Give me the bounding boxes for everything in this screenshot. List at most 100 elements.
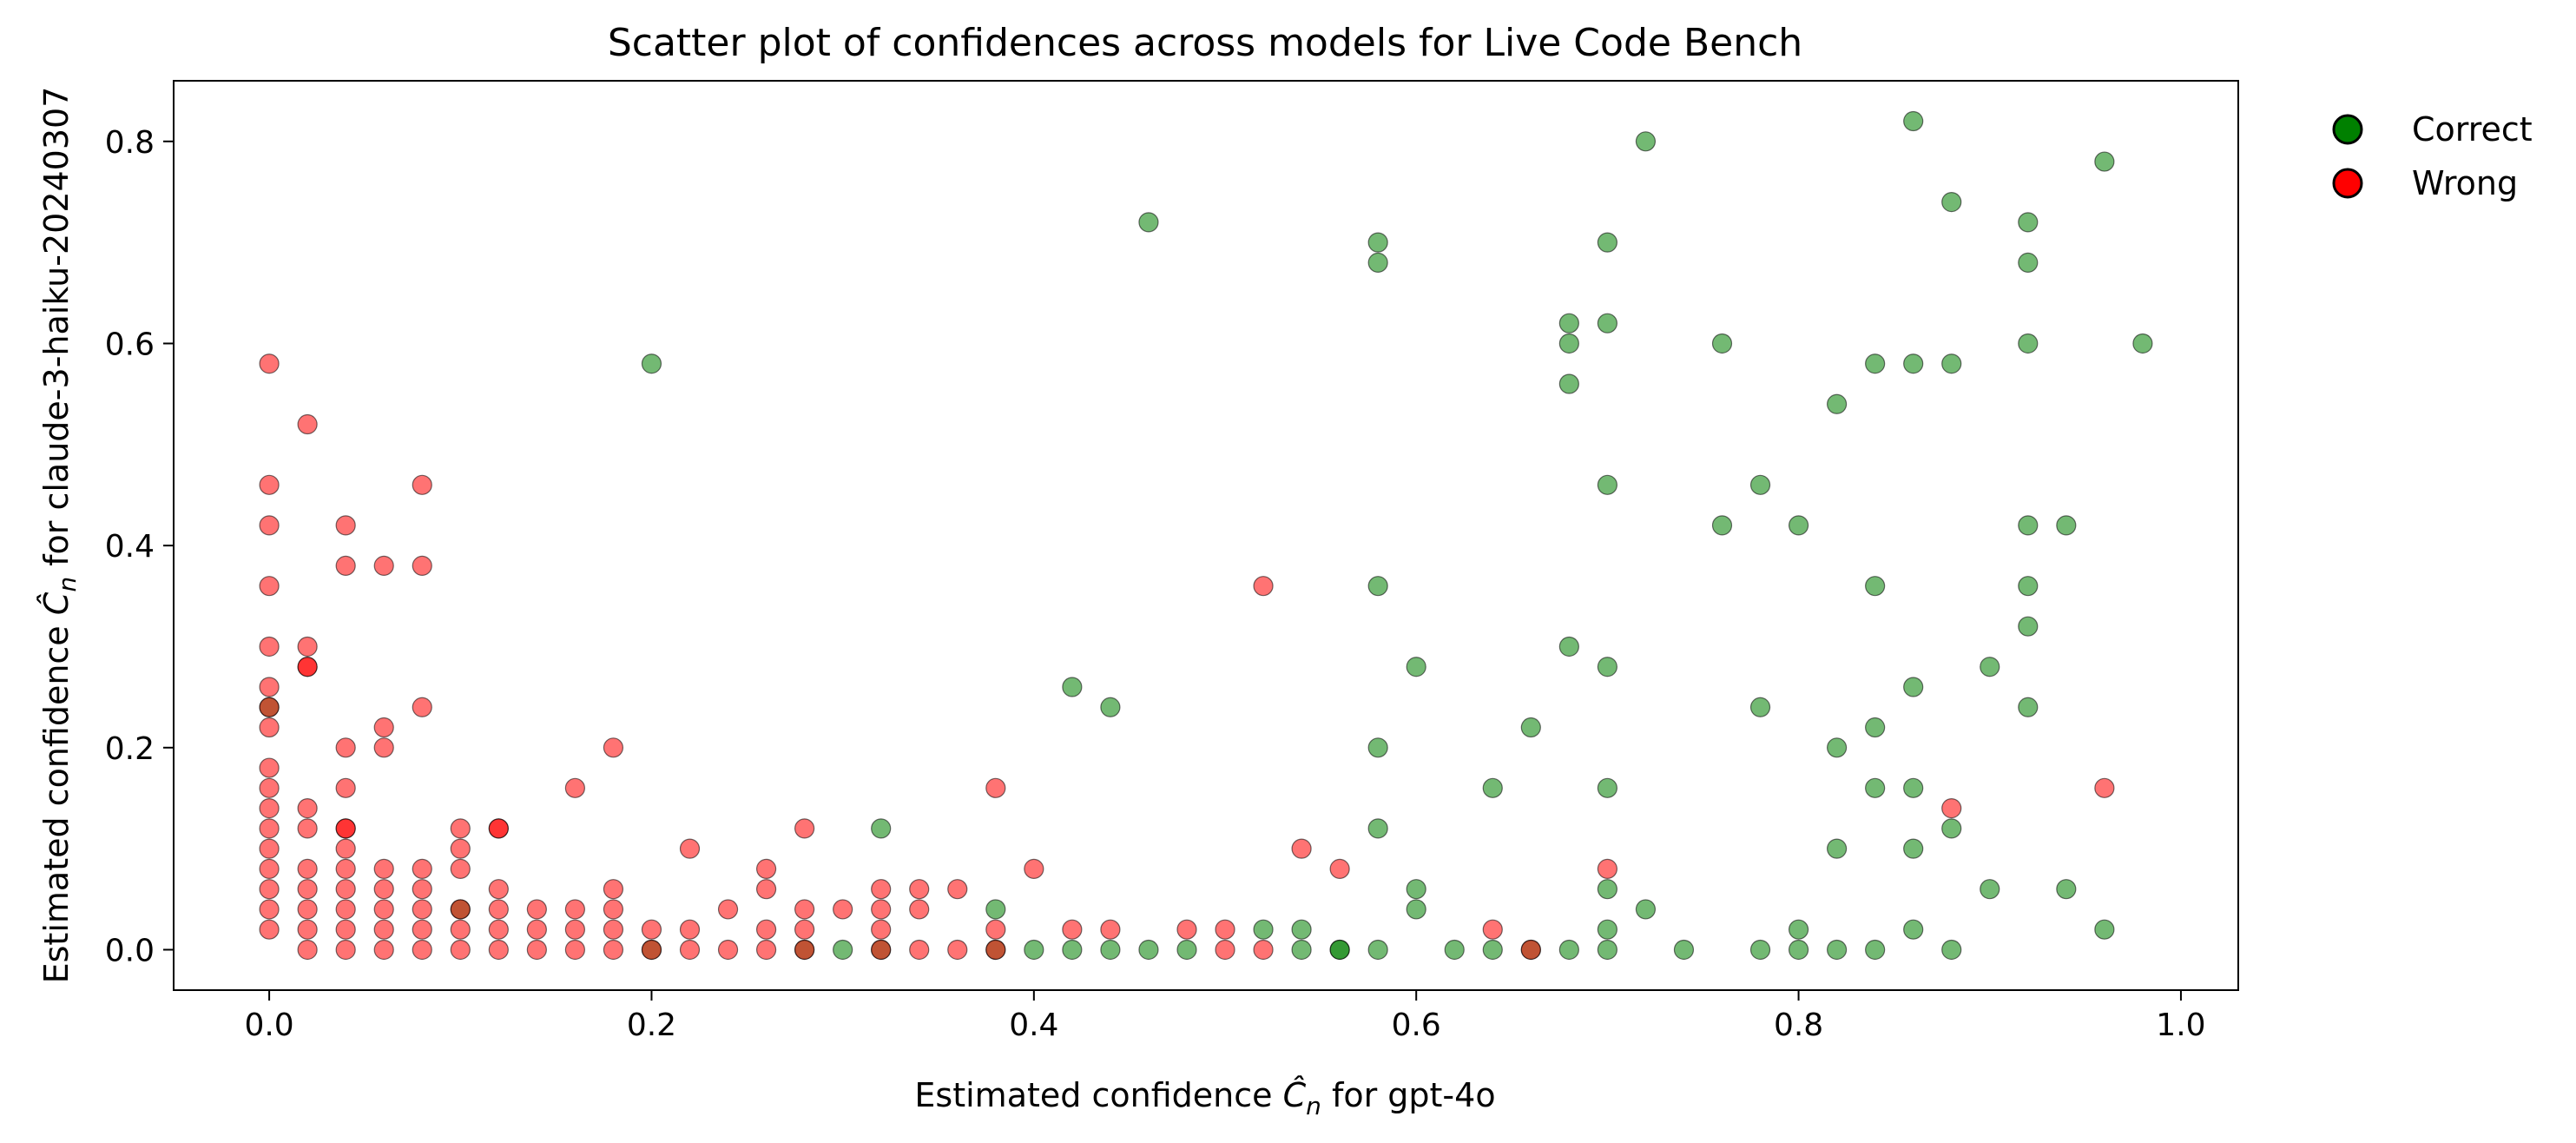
- x-axis-label-prefix: Estimated confidence: [914, 1076, 1282, 1114]
- point-correct-23: [1711, 515, 1733, 536]
- point-wrong-57: [450, 838, 471, 859]
- point-correct-71: [1138, 939, 1159, 961]
- point-wrong-46: [373, 919, 394, 940]
- point-wrong-68: [526, 899, 547, 920]
- point-wrong-40: [373, 555, 394, 577]
- point-correct-37: [1100, 697, 1121, 717]
- point-wrong-98: [871, 919, 892, 940]
- point-correct-66: [2094, 919, 2115, 940]
- point-wrong-24: [297, 879, 318, 900]
- y-axis-label-suffix: for claude-3-haiku-20240307: [37, 87, 76, 577]
- point-wrong-37: [335, 899, 356, 920]
- point-correct-80: [1673, 939, 1695, 961]
- point-correct-26: [2018, 515, 2039, 536]
- y-tick-label-4: 0.8: [105, 125, 155, 161]
- point-correct-32: [1558, 636, 1579, 657]
- point-correct-45: [1597, 777, 1617, 798]
- point-wrong-9: [259, 777, 280, 798]
- point-correct-47: [1865, 777, 1886, 798]
- point-correct-62: [1291, 919, 1312, 940]
- point-correct-50: [1367, 818, 1388, 839]
- point-correct-21: [641, 353, 662, 374]
- point-correct-69: [1062, 939, 1083, 961]
- point-wrong-63: [488, 818, 509, 839]
- y-tick-label-3: 0.6: [105, 327, 155, 362]
- point-correct-51: [1941, 818, 1962, 839]
- point-wrong-8: [259, 757, 280, 778]
- point-correct-14: [2094, 151, 2115, 172]
- point-wrong-72: [564, 899, 585, 920]
- point-wrong-107: [985, 939, 1006, 961]
- y-axis-ticks: 0.0 0.2 0.4 0.6 0.8: [105, 125, 174, 968]
- point-correct-27: [2056, 515, 2077, 536]
- point-wrong-6: [259, 697, 280, 717]
- point-correct-22: [1597, 474, 1617, 495]
- x-axis-label: Estimated confidence Ĉn for gpt-4o: [914, 1076, 1495, 1120]
- point-wrong-2: [259, 515, 280, 536]
- point-wrong-93: [794, 919, 815, 940]
- point-wrong-39: [335, 939, 356, 961]
- point-wrong-22: [297, 818, 318, 839]
- point-correct-36: [1062, 677, 1083, 697]
- x-axis-label-subscript: n: [1306, 1092, 1321, 1120]
- point-wrong-117: [1329, 858, 1350, 880]
- point-correct-70: [1100, 939, 1121, 961]
- point-wrong-110: [1100, 919, 1121, 940]
- point-wrong-33: [335, 818, 356, 839]
- point-wrong-120: [1597, 858, 1617, 880]
- point-correct-72: [1176, 939, 1197, 961]
- point-wrong-29: [335, 555, 356, 577]
- point-wrong-73: [564, 919, 585, 940]
- point-wrong-14: [259, 879, 280, 900]
- point-wrong-122: [2094, 777, 2115, 798]
- point-wrong-50: [412, 697, 432, 717]
- point-correct-13: [2018, 252, 2039, 273]
- legend-marker-correct: [2332, 114, 2363, 145]
- point-correct-42: [1520, 717, 1541, 738]
- point-correct-78: [1558, 939, 1579, 961]
- point-wrong-1: [259, 474, 280, 495]
- y-tick-label-1: 0.2: [105, 731, 155, 767]
- point-wrong-86: [717, 939, 739, 961]
- point-correct-18: [1903, 353, 1924, 374]
- point-wrong-49: [412, 555, 432, 577]
- point-wrong-108: [1024, 858, 1044, 880]
- point-correct-60: [1635, 899, 1657, 920]
- point-wrong-38: [335, 919, 356, 940]
- legend: Correct Wrong: [2332, 110, 2533, 202]
- point-correct-6: [1597, 232, 1617, 253]
- point-wrong-67: [488, 939, 509, 961]
- point-correct-20: [1827, 393, 1848, 414]
- point-wrong-47: [373, 939, 394, 961]
- point-correct-11: [1941, 192, 1962, 213]
- x-tick-label-3: 0.6: [1392, 1008, 1441, 1043]
- point-wrong-15: [259, 899, 280, 920]
- x-tick-label-2: 0.4: [1009, 1008, 1058, 1043]
- point-wrong-111: [1176, 919, 1197, 940]
- point-wrong-105: [985, 777, 1006, 798]
- point-wrong-52: [412, 879, 432, 900]
- point-correct-53: [1903, 838, 1924, 859]
- point-correct-58: [2056, 879, 2077, 900]
- x-tick-label-4: 0.8: [1774, 1008, 1823, 1043]
- point-correct-46: [1482, 777, 1503, 798]
- point-correct-44: [1827, 737, 1848, 758]
- point-wrong-104: [947, 939, 968, 961]
- point-correct-63: [1597, 919, 1617, 940]
- point-correct-8: [1635, 131, 1657, 152]
- point-correct-2: [1367, 252, 1388, 273]
- point-wrong-69: [526, 919, 547, 940]
- point-wrong-119: [1520, 939, 1541, 961]
- point-wrong-88: [755, 879, 777, 900]
- point-wrong-25: [297, 899, 318, 920]
- point-wrong-12: [259, 838, 280, 859]
- point-wrong-74: [564, 939, 585, 961]
- point-correct-67: [833, 939, 853, 961]
- point-wrong-79: [603, 939, 624, 961]
- point-wrong-85: [717, 899, 739, 920]
- point-wrong-65: [488, 899, 509, 920]
- point-wrong-87: [755, 858, 777, 880]
- point-correct-33: [1597, 657, 1617, 677]
- point-wrong-56: [450, 818, 471, 839]
- point-wrong-81: [641, 939, 662, 961]
